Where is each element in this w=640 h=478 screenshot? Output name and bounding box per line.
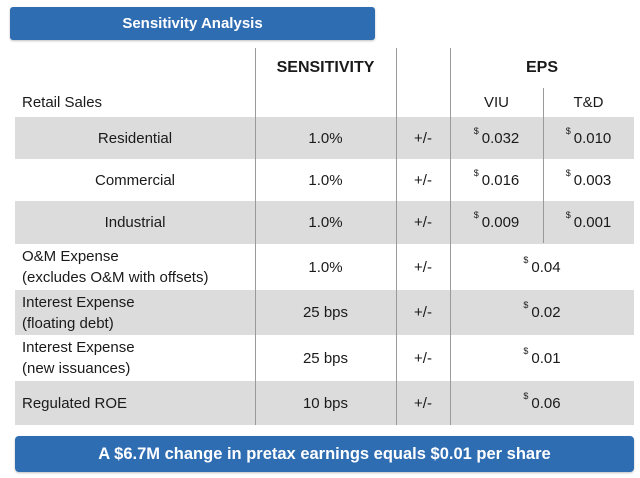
table-row: Industrial 1.0% +/- $0.009 $0.001 (15, 201, 634, 244)
footer-banner: A $6.7M change in pretax earnings equals… (15, 436, 634, 472)
column-divider (396, 48, 397, 425)
retail-sales-label: Retail Sales (22, 94, 103, 111)
plus-minus: +/- (414, 171, 432, 189)
row-label: Residential (97, 129, 173, 147)
footer-text: A $6.7M change in pretax earnings equals… (98, 444, 551, 463)
row-label: Interest Expense (floating debt) (22, 293, 135, 332)
sensitivity-value: 1.0% (308, 129, 343, 147)
row-label: O&M Expense (excludes O&M with offsets) (22, 248, 209, 286)
viu-td-divider (543, 88, 544, 243)
td-eps-value: $0.001 (565, 210, 612, 231)
eps-value: $0.02 (523, 300, 561, 321)
sensitivity-header: SENSITIVITY (276, 59, 375, 76)
eps-value: $0.04 (523, 254, 561, 276)
currency-symbol: $ (473, 210, 479, 220)
table-row: Interest Expense (new issuances) 25 bps +… (15, 335, 634, 381)
plus-minus: +/- (414, 304, 432, 321)
currency-symbol: $ (565, 210, 571, 220)
viu-eps-value: $0.016 (473, 167, 520, 189)
td-eps-value: $0.003 (565, 167, 612, 189)
table-row: Commercial 1.0% +/- $0.016 $0.003 (15, 159, 634, 201)
viu-eps-value: $0.009 (473, 210, 520, 231)
table-row: Interest Expense (floating debt) 25 bps +… (15, 290, 634, 335)
column-divider (450, 48, 451, 425)
currency-symbol: $ (523, 254, 529, 265)
plus-minus: +/- (414, 258, 432, 276)
td-eps-value: $0.010 (565, 125, 612, 147)
currency-symbol: $ (523, 345, 529, 356)
sensitivity-value: 1.0% (308, 171, 343, 189)
currency-symbol: $ (565, 125, 571, 136)
currency-symbol: $ (523, 390, 529, 401)
td-header: T&D (573, 94, 604, 111)
currency-symbol: $ (565, 167, 571, 178)
currency-symbol: $ (523, 300, 529, 310)
table-row: O&M Expense (excludes O&M with offsets) 1… (15, 244, 634, 290)
plus-minus: +/- (414, 349, 432, 367)
viu-header: VIU (483, 94, 509, 111)
sensitivity-value: 10 bps (302, 394, 349, 412)
header-row-main: SENSITIVITY EPS (15, 48, 634, 88)
currency-symbol: $ (473, 125, 479, 136)
plus-minus: +/- (414, 394, 432, 412)
table-row: Regulated ROE 10 bps +/- $0.06 (15, 381, 634, 425)
sensitivity-value: 25 bps (302, 304, 349, 321)
column-divider (255, 48, 256, 425)
viu-eps-value: $0.032 (473, 125, 520, 147)
sensitivity-value: 1.0% (308, 258, 343, 276)
sensitivity-table: SENSITIVITY EPS Retail Sales VIU T&D Res… (15, 48, 634, 425)
sensitivity-value: 25 bps (302, 349, 349, 367)
eps-value: $0.06 (523, 390, 561, 412)
page-title: Sensitivity Analysis (122, 15, 263, 32)
table-row: Residential 1.0% +/- $0.032 $0.010 (15, 117, 634, 159)
plus-minus: +/- (414, 214, 432, 231)
eps-header: EPS (525, 59, 558, 76)
currency-symbol: $ (473, 167, 479, 178)
row-label: Regulated ROE (22, 394, 128, 412)
header-row-sub: Retail Sales VIU T&D (15, 88, 634, 117)
row-label: Commercial (94, 171, 175, 189)
plus-minus: +/- (414, 129, 432, 147)
row-label: Industrial (104, 214, 166, 231)
title-banner: Sensitivity Analysis (10, 7, 375, 40)
row-label: Interest Expense (new issuances) (22, 339, 135, 377)
eps-value: $0.01 (523, 345, 561, 367)
sensitivity-value: 1.0% (308, 214, 343, 231)
